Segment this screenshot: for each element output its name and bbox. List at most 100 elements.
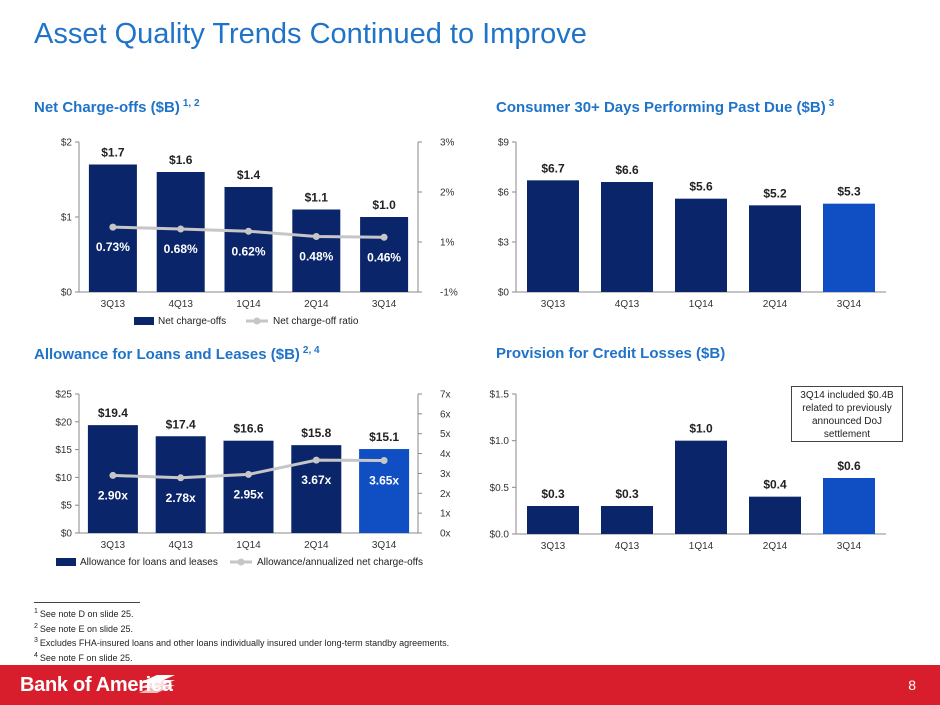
x-tick-label: 4Q13 bbox=[168, 540, 193, 551]
page-number: 8 bbox=[908, 677, 916, 693]
line-data-label: 0.62% bbox=[231, 244, 265, 258]
line-point bbox=[109, 471, 117, 479]
callout-note: 3Q14 included $0.4B related to previousl… bbox=[791, 386, 903, 442]
chart-title-provision: Provision for Credit Losses ($B) bbox=[496, 345, 726, 362]
x-tick-label: 1Q14 bbox=[689, 299, 714, 310]
x-tick-label: 1Q14 bbox=[236, 540, 261, 551]
y2-tick-label: 3x bbox=[440, 469, 451, 480]
bar-data-label: $5.3 bbox=[837, 185, 861, 199]
bar-data-label: $15.8 bbox=[301, 426, 331, 440]
y2-tick-label: 2% bbox=[440, 188, 455, 199]
footnote-2: 2 See note E on slide 25. bbox=[34, 622, 133, 634]
line-data-label: 2.78x bbox=[166, 491, 196, 505]
bar-data-label: $17.4 bbox=[166, 417, 196, 431]
y-tick-label: $9 bbox=[498, 138, 510, 149]
bar-data-label: $1.0 bbox=[689, 422, 713, 436]
allowance-chart: $0 $5 $10 $15 $20 $25 0x 1x 2x 3x 4x 5x 6x 7x 3Q13 4Q13… bbox=[55, 390, 451, 569]
bar bbox=[360, 217, 409, 292]
y-tick-label: $0 bbox=[61, 288, 73, 299]
line-point bbox=[177, 474, 185, 482]
y-tick-label: $20 bbox=[55, 417, 72, 428]
x-tick-label: 2Q14 bbox=[304, 299, 329, 310]
y2-tick-label: 0x bbox=[440, 529, 451, 540]
legend-swatch-bar bbox=[56, 558, 76, 566]
bar-data-label: $1.6 bbox=[169, 153, 193, 167]
y-tick-label: $10 bbox=[55, 473, 72, 484]
bar-data-label: $0.6 bbox=[837, 459, 861, 473]
legend-label-line: Net charge-off ratio bbox=[273, 316, 359, 327]
legend-label-line: Allowance/annualized net charge-offs bbox=[257, 557, 423, 568]
page-title: Asset Quality Trends Continued to Improv… bbox=[34, 18, 587, 50]
consumer-past-due-chart: $0 $3 $6 $9 3Q13 4Q13 1Q14 2Q14 3Q14 $6.7 $6.6 $5.6… bbox=[498, 138, 886, 310]
net-charge-offs-chart: $0 $1 $2 -1% 1% 2% 3% 3Q13 4Q13 1Q14 2Q14 3Q14 $1.7 $… bbox=[61, 138, 458, 328]
bar bbox=[527, 506, 579, 534]
bar bbox=[87, 425, 138, 533]
y-tick-label: $1 bbox=[61, 213, 73, 224]
line-data-label: 0.68% bbox=[164, 242, 198, 256]
bar-data-label: $1.4 bbox=[237, 168, 261, 182]
line-point bbox=[312, 233, 320, 240]
bar-data-label: $5.2 bbox=[763, 186, 787, 200]
x-tick-label: 4Q13 bbox=[615, 299, 640, 310]
legend-swatch-marker bbox=[237, 558, 245, 566]
y-tick-label: $1.5 bbox=[490, 390, 510, 401]
y2-tick-label: 5x bbox=[440, 429, 451, 440]
y2-tick-label: 2x bbox=[440, 489, 451, 500]
x-tick-label: 2Q14 bbox=[763, 541, 788, 552]
bar-data-label: $6.7 bbox=[541, 161, 565, 175]
bar-data-label: $0.3 bbox=[541, 487, 565, 501]
x-tick-label: 1Q14 bbox=[689, 541, 714, 552]
line-data-label: 0.48% bbox=[299, 250, 333, 264]
legend-swatch-marker bbox=[253, 317, 261, 325]
bar bbox=[224, 187, 273, 292]
x-tick-label: 4Q13 bbox=[615, 541, 640, 552]
y-tick-label: $5 bbox=[61, 501, 73, 512]
y2-tick-label: 6x bbox=[440, 409, 451, 420]
brand-logo-text: Bank of America bbox=[20, 674, 173, 696]
x-tick-label: 2Q14 bbox=[304, 540, 329, 551]
y-tick-label: $0.5 bbox=[490, 483, 510, 494]
legend-label-bar: Net charge-offs bbox=[158, 316, 226, 327]
y-tick-label: $1.0 bbox=[490, 436, 510, 447]
bar-data-label: $0.4 bbox=[763, 478, 787, 492]
bar bbox=[155, 436, 206, 533]
bar bbox=[292, 209, 341, 292]
legend-swatch-bar bbox=[134, 317, 154, 325]
y2-tick-label: 1% bbox=[440, 238, 455, 249]
line-data-label: 0.73% bbox=[96, 240, 130, 254]
footer-bar: Bank of America 8 bbox=[0, 665, 940, 705]
bar bbox=[749, 205, 801, 292]
y-tick-label: $0 bbox=[61, 529, 73, 540]
bar bbox=[749, 496, 801, 534]
footnote-1: 1 See note D on slide 25. bbox=[34, 608, 134, 619]
bar bbox=[823, 478, 875, 534]
footnotes: 1 See note D on slide 25. 2 See note E on … bbox=[34, 602, 449, 664]
bar bbox=[675, 440, 727, 534]
y2-tick-label: -1% bbox=[440, 288, 458, 299]
y-tick-label: $0 bbox=[498, 288, 510, 299]
x-tick-label: 2Q14 bbox=[763, 299, 788, 310]
footnote-4: 4 See note F on slide 25. bbox=[34, 651, 133, 663]
chart-title-consumer-past-due: Consumer 30+ Days Performing Past Due ($… bbox=[496, 98, 835, 116]
y-tick-label: $3 bbox=[498, 238, 510, 249]
x-tick-label: 3Q14 bbox=[837, 299, 862, 310]
bar bbox=[675, 198, 727, 292]
y-tick-label: $6 bbox=[498, 188, 510, 199]
x-tick-label: 3Q14 bbox=[372, 299, 397, 310]
line-point bbox=[177, 225, 185, 233]
footnote-3: 3 Excludes FHA-insured loans and other lo… bbox=[34, 637, 450, 648]
bar-data-label: $6.6 bbox=[615, 163, 639, 177]
bar bbox=[601, 182, 653, 292]
chart-title-allowance: Allowance for Loans and Leases ($B) 2, 4 bbox=[34, 345, 320, 363]
bar-data-label: $1.7 bbox=[101, 146, 125, 160]
legend-label-bar: Allowance for loans and leases bbox=[80, 557, 218, 568]
x-tick-label: 3Q14 bbox=[837, 541, 862, 552]
bar-data-label: $15.1 bbox=[369, 430, 399, 444]
line-point bbox=[380, 457, 388, 465]
line-point bbox=[312, 456, 320, 464]
x-tick-label: 3Q13 bbox=[541, 541, 566, 552]
x-tick-label: 3Q13 bbox=[101, 540, 126, 551]
y2-tick-label: 1x bbox=[440, 509, 451, 520]
bar-data-label: $1.0 bbox=[372, 198, 396, 212]
line-data-label: 3.65x bbox=[369, 474, 399, 488]
